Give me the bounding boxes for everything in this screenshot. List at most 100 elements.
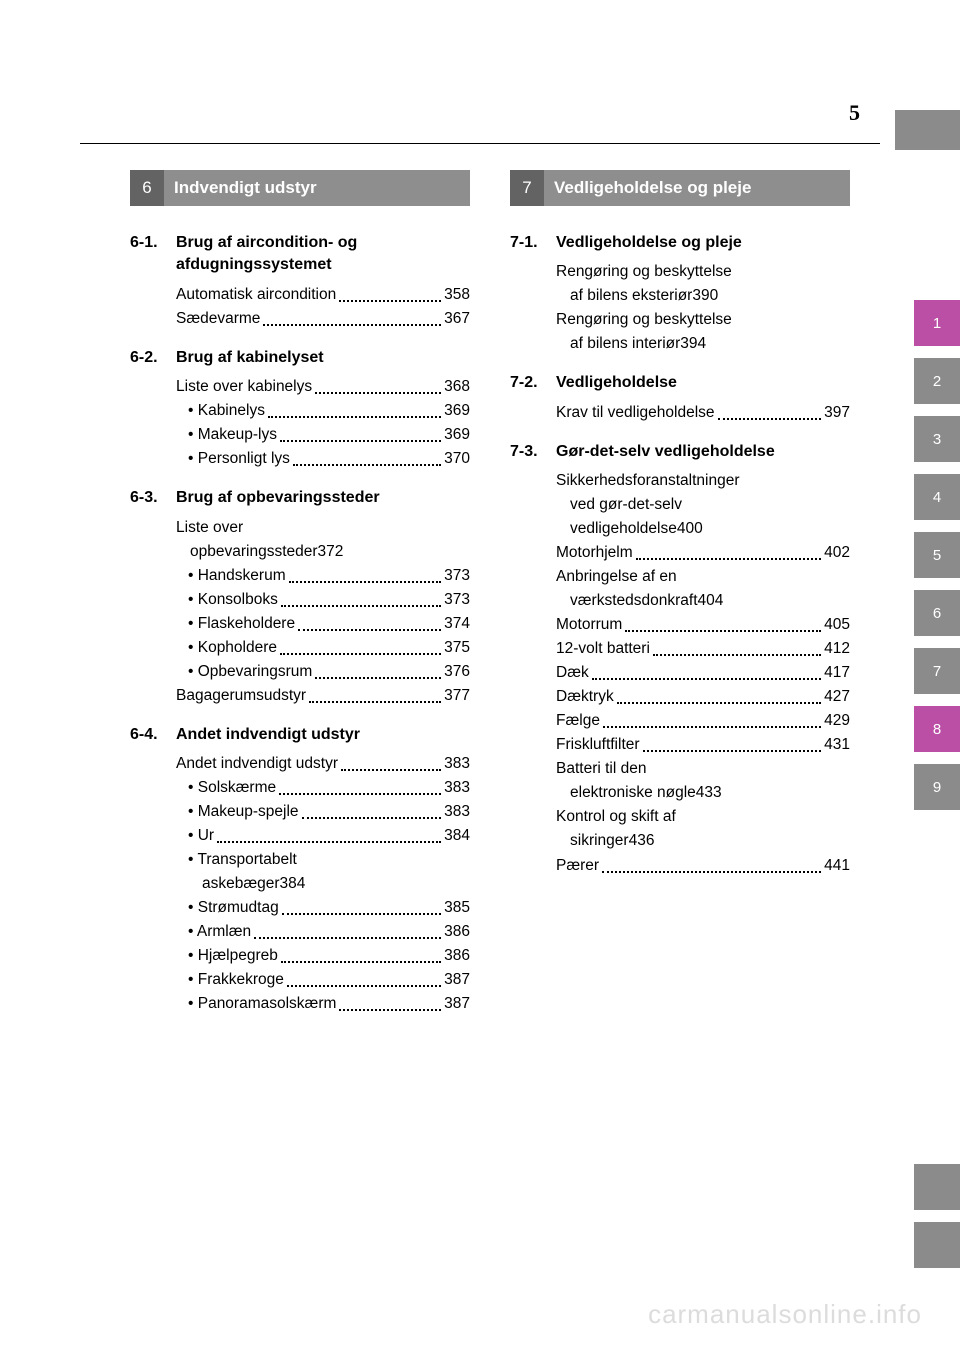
leader-dots bbox=[339, 300, 441, 302]
toc-entry[interactable]: • Strømudtag385 bbox=[130, 896, 470, 920]
toc-entry[interactable]: Kontrol og skift afsikringer436 bbox=[510, 805, 850, 853]
toc-entry-page: 376 bbox=[444, 660, 470, 684]
toc-entry-label: Rengøring og beskyttelse bbox=[556, 260, 850, 284]
corner-tabs-bottom bbox=[914, 1164, 960, 1268]
chapter-tab-9[interactable]: 9 bbox=[914, 764, 960, 810]
toc-entry[interactable]: Batteri til denelektroniske nøgle433 bbox=[510, 757, 850, 805]
toc-entry-label: ved gør-det-selv bbox=[556, 493, 850, 517]
chapter-tab-5[interactable]: 5 bbox=[914, 532, 960, 578]
subsection-heading: 7-1.Vedligeholdelse og pleje bbox=[510, 232, 850, 254]
toc-entry-page: 358 bbox=[444, 283, 470, 307]
leader-dots bbox=[315, 392, 441, 394]
toc-entry[interactable]: Liste overopbevaringssteder372 bbox=[130, 516, 470, 564]
toc-entry-label: • Flaskeholdere bbox=[188, 612, 295, 636]
toc-entry-label: elektroniske nøgle bbox=[570, 781, 696, 805]
toc-entry[interactable]: • Hjælpegreb386 bbox=[130, 944, 470, 968]
toc-entry[interactable]: Fælge429 bbox=[510, 709, 850, 733]
toc-entry[interactable]: Sædevarme367 bbox=[130, 307, 470, 331]
toc-entry[interactable]: • Ur384 bbox=[130, 824, 470, 848]
chapter-tab-7[interactable]: 7 bbox=[914, 648, 960, 694]
toc-entry[interactable]: Pærer441 bbox=[510, 854, 850, 878]
toc-entry-page: 397 bbox=[824, 401, 850, 425]
toc-entry-page: 386 bbox=[444, 920, 470, 944]
toc-entry-label: Motorrum bbox=[556, 613, 622, 637]
toc-entry[interactable]: Andet indvendigt udstyr383 bbox=[130, 752, 470, 776]
toc-entry[interactable]: Rengøring og beskyttelseaf bilens ekster… bbox=[510, 260, 850, 308]
toc-entry-label: Dæk bbox=[556, 661, 589, 685]
leader-dots bbox=[281, 605, 441, 607]
toc-entry[interactable]: • Solskærme383 bbox=[130, 776, 470, 800]
toc-entry[interactable]: • Personligt lys370 bbox=[130, 447, 470, 471]
toc-entry[interactable]: Motorhjelm402 bbox=[510, 541, 850, 565]
section-header: 6Indvendigt udstyr bbox=[130, 170, 470, 206]
toc-subsection: 7-2.Vedligeholdelse Krav til vedligeholde… bbox=[510, 372, 850, 424]
chapter-tab-8[interactable]: 8 bbox=[914, 706, 960, 752]
toc-entry-page: 427 bbox=[824, 685, 850, 709]
chapter-tab-1[interactable]: 1 bbox=[914, 300, 960, 346]
toc-entry[interactable]: • Armlæn386 bbox=[130, 920, 470, 944]
toc-entry[interactable]: • Panoramasolskærm387 bbox=[130, 992, 470, 1016]
toc-entry-page: 377 bbox=[444, 684, 470, 708]
toc-entry[interactable]: • Frakkekroge387 bbox=[130, 968, 470, 992]
toc-entry-page: 383 bbox=[444, 800, 470, 824]
toc-entry[interactable]: 12-volt batteri412 bbox=[510, 637, 850, 661]
toc-entry[interactable]: • Makeup-spejle383 bbox=[130, 800, 470, 824]
toc-entry-label: • Makeup-lys bbox=[188, 423, 277, 447]
leader-dots bbox=[592, 678, 821, 680]
toc-entry[interactable]: Motorrum405 bbox=[510, 613, 850, 637]
subsection-heading: 7-2.Vedligeholdelse bbox=[510, 372, 850, 394]
toc-entry-label: Bagagerumsudstyr bbox=[176, 684, 306, 708]
toc-entry-label: opbevaringssteder bbox=[190, 540, 318, 564]
toc-entry-page: 375 bbox=[444, 636, 470, 660]
toc-entry-page: 390 bbox=[692, 284, 718, 308]
toc-entry-page: 369 bbox=[444, 423, 470, 447]
toc-entry[interactable]: Dæktryk427 bbox=[510, 685, 850, 709]
toc-entry[interactable]: Friskluftfilter431 bbox=[510, 733, 850, 757]
toc-entry-label: • Kabinelys bbox=[188, 399, 265, 423]
toc-entry[interactable]: • Konsolboks373 bbox=[130, 588, 470, 612]
subsection-heading: 6-2.Brug af kabinelyset bbox=[130, 347, 470, 369]
toc-entry[interactable]: Rengøring og beskyttelseaf bilens interi… bbox=[510, 308, 850, 356]
leader-dots bbox=[625, 630, 821, 632]
leader-dots bbox=[281, 961, 441, 963]
toc-entry-label: • Opbevaringsrum bbox=[188, 660, 312, 684]
chapter-tab-4[interactable]: 4 bbox=[914, 474, 960, 520]
section-title: Indvendigt udstyr bbox=[164, 170, 470, 206]
toc-entry-page: 402 bbox=[824, 541, 850, 565]
section-number: 7 bbox=[510, 170, 544, 206]
toc-entry[interactable]: • Transportabeltaskebæger384 bbox=[130, 848, 470, 896]
toc-entry[interactable]: Sikkerhedsforanstaltningerved gør-det-se… bbox=[510, 469, 850, 541]
toc-entry[interactable]: • Kopholdere375 bbox=[130, 636, 470, 660]
toc-entry-label: Anbringelse af en bbox=[556, 565, 850, 589]
leader-dots bbox=[643, 750, 822, 752]
toc-entry-label: sikringer bbox=[570, 829, 629, 853]
chapter-tab-6[interactable]: 6 bbox=[914, 590, 960, 636]
toc-entry-label: 12-volt batteri bbox=[556, 637, 650, 661]
toc-entry-page: 394 bbox=[680, 332, 706, 356]
toc-entry[interactable]: Automatisk aircondition358 bbox=[130, 283, 470, 307]
subsection-heading: 6-1.Brug af aircondition- og afdugningss… bbox=[130, 232, 470, 277]
leader-dots bbox=[315, 677, 441, 679]
toc-entry[interactable]: Dæk 417 bbox=[510, 661, 850, 685]
toc-entry[interactable]: • Flaskeholdere374 bbox=[130, 612, 470, 636]
toc-subsection: 6-4.Andet indvendigt udstyr Andet indvend… bbox=[130, 724, 470, 1017]
toc-entry-label: • Konsolboks bbox=[188, 588, 278, 612]
toc-entry[interactable]: • Opbevaringsrum 376 bbox=[130, 660, 470, 684]
toc-entry[interactable]: • Kabinelys369 bbox=[130, 399, 470, 423]
subsection-heading: 6-4.Andet indvendigt udstyr bbox=[130, 724, 470, 746]
toc-entry[interactable]: Liste over kabinelys368 bbox=[130, 375, 470, 399]
toc-subsection: 6-2.Brug af kabinelyset Liste over kabine… bbox=[130, 347, 470, 471]
toc-entry[interactable]: • Makeup-lys 369 bbox=[130, 423, 470, 447]
leader-dots bbox=[602, 871, 821, 873]
chapter-tab-3[interactable]: 3 bbox=[914, 416, 960, 462]
toc-entry-page: 385 bbox=[444, 896, 470, 920]
toc-entry[interactable]: Anbringelse af enværkstedsdonkraft404 bbox=[510, 565, 850, 613]
toc-entry[interactable]: Krav til vedligeholdelse397 bbox=[510, 401, 850, 425]
chapter-tab-2[interactable]: 2 bbox=[914, 358, 960, 404]
toc-entry-page: 370 bbox=[444, 447, 470, 471]
leader-dots bbox=[280, 653, 441, 655]
leader-dots bbox=[653, 654, 821, 656]
toc-entry[interactable]: Bagagerumsudstyr 377 bbox=[130, 684, 470, 708]
toc-entry[interactable]: • Handskerum373 bbox=[130, 564, 470, 588]
toc-entry-page: 417 bbox=[824, 661, 850, 685]
